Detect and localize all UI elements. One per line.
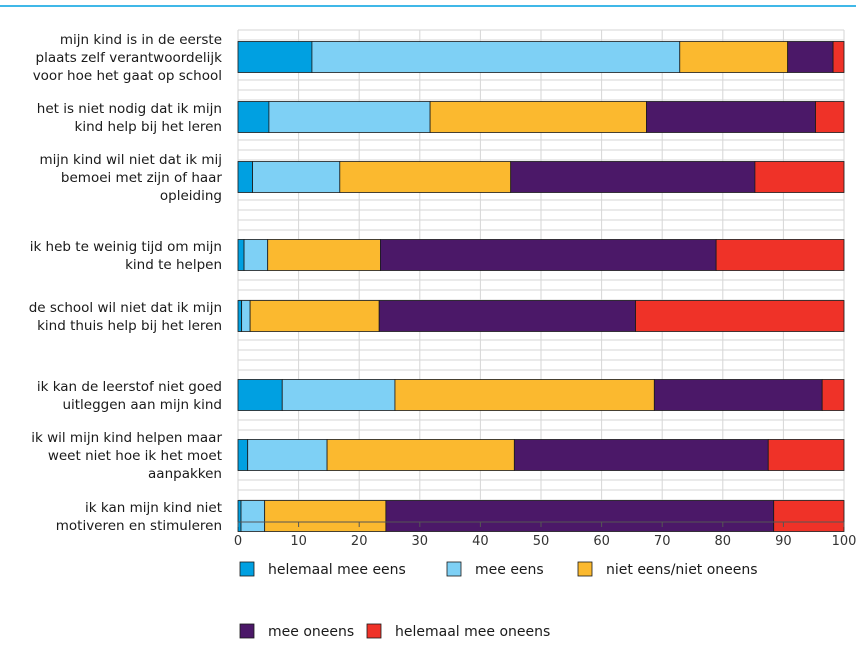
x-tick-label: 30 — [412, 534, 429, 549]
category-label: kind te helpen — [125, 257, 222, 273]
bar-segment — [237, 379, 283, 411]
category-label: aanpakken — [148, 466, 222, 482]
bar-segment — [326, 439, 515, 471]
bar-segment — [773, 500, 845, 532]
bar-segment — [385, 500, 775, 532]
bar-segment — [237, 300, 243, 332]
bar-segment — [635, 300, 845, 332]
bar-segment — [429, 101, 647, 133]
category-label: de school wil niet dat ik mijn — [29, 300, 222, 316]
category-label: uitleggen aan mijn kind — [62, 397, 222, 413]
category-label: het is niet nodig dat ik mijn — [37, 101, 222, 117]
x-tick-label: 20 — [351, 534, 368, 549]
bar-segment — [311, 41, 681, 73]
category-label: motiveren en stimuleren — [56, 518, 222, 534]
category-label: opleiding — [160, 188, 222, 204]
category-label: ik heb te weinig tijd om mijn — [30, 239, 222, 255]
legend-swatch — [366, 623, 382, 639]
bars — [237, 41, 845, 532]
bar-segment — [237, 161, 253, 193]
bar-segment — [832, 41, 845, 73]
legend-label: mee eens — [475, 562, 544, 578]
x-tick-label: 50 — [533, 534, 550, 549]
bar-segment — [237, 439, 249, 471]
bar-segment — [815, 101, 845, 133]
legend-label: helemaal mee oneens — [395, 624, 550, 640]
bar-segment — [339, 161, 512, 193]
bar-segment — [754, 161, 845, 193]
category-labels: mijn kind is in de eerste plaats zelf ver… — [29, 32, 223, 534]
bar-segment — [264, 500, 387, 532]
x-tick-label: 70 — [654, 534, 671, 549]
x-tick-label: 90 — [775, 534, 792, 549]
bar-segment — [715, 239, 845, 271]
x-axis: 0 10 20 30 40 50 60 70 80 90 100 — [234, 521, 856, 549]
bar-segment — [237, 41, 313, 73]
category-label: bemoei met zijn of haar — [61, 170, 223, 186]
bar-segment — [646, 101, 816, 133]
bar-segment — [513, 439, 769, 471]
legend-swatch — [577, 561, 593, 577]
category-label: voor hoe het gaat op school — [33, 68, 222, 84]
category-label: plaats zelf verantwoordelijk — [36, 50, 223, 66]
category-label: ik kan mijn kind niet — [85, 500, 222, 516]
bar-segment — [249, 300, 380, 332]
category-label: mijn kind is in de eerste — [60, 32, 222, 48]
legend-swatch — [239, 623, 255, 639]
bar-segment — [380, 239, 717, 271]
bar-segment — [281, 379, 396, 411]
legend: helemaal mee eens mee eens niet eens/niet … — [239, 561, 758, 640]
x-tick-label: 0 — [234, 534, 242, 549]
bar-segment — [679, 41, 789, 73]
bar-segment — [394, 379, 655, 411]
bar-segment — [237, 239, 245, 271]
x-tick-label: 60 — [593, 534, 610, 549]
category-label: weet niet hoe ik het moet — [48, 448, 222, 464]
bar-segment — [237, 101, 270, 133]
bar-segment — [378, 300, 636, 332]
x-tick-label: 100 — [832, 534, 856, 549]
x-tick-label: 10 — [290, 534, 307, 549]
bar-segment — [240, 500, 266, 532]
bar-segment — [787, 41, 834, 73]
legend-label: niet eens/niet oneens — [606, 562, 758, 578]
legend-label: mee oneens — [268, 624, 354, 640]
bar-segment — [510, 161, 756, 193]
bar-segment — [653, 379, 823, 411]
category-label: kind thuis help bij het leren — [37, 318, 222, 334]
bar-segment — [821, 379, 845, 411]
bar-segment — [267, 239, 381, 271]
bar-segment — [252, 161, 341, 193]
bar-segment — [268, 101, 431, 133]
x-tick-label: 80 — [715, 534, 732, 549]
bar-segment — [241, 300, 251, 332]
bar-segment — [243, 239, 269, 271]
bar-segment — [767, 439, 845, 471]
legend-label: helemaal mee eens — [268, 562, 406, 578]
category-label: kind help bij het leren — [75, 119, 222, 135]
category-label: ik wil mijn kind helpen maar — [31, 430, 222, 446]
legend-swatch — [446, 561, 462, 577]
legend-swatch — [239, 561, 255, 577]
category-label: ik kan de leerstof niet goed — [37, 379, 222, 395]
bar-segment — [247, 439, 328, 471]
category-label: mijn kind wil niet dat ik mij — [40, 152, 222, 168]
x-tick-label: 40 — [472, 534, 489, 549]
